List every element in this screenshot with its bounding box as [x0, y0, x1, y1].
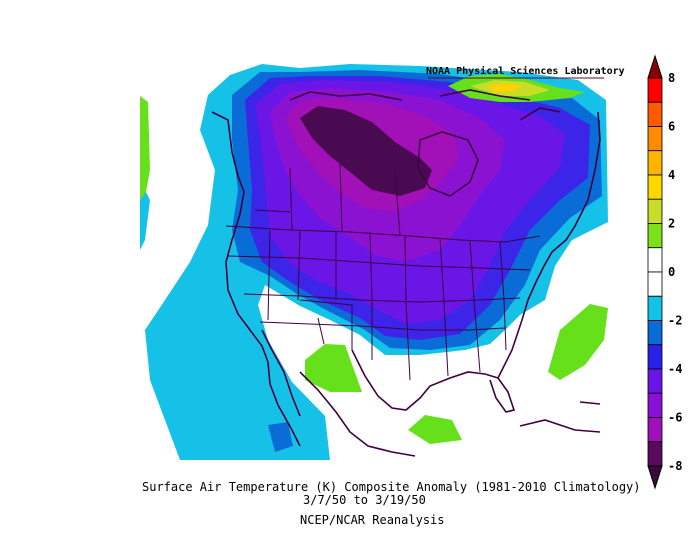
colorbar-bin: [647, 174, 663, 200]
colorbar-bin: [647, 417, 663, 443]
contour-pos-mexico: [305, 344, 362, 392]
colorbar-bin: [647, 368, 663, 394]
colorbar-tick-label: 4: [668, 168, 675, 182]
colorbar-bin: [647, 198, 663, 224]
political-borders: [225, 163, 541, 381]
coastlines: [211, 89, 601, 457]
colorbar-bin: [647, 77, 663, 103]
colorbar-bin: [647, 392, 663, 418]
colorbar-tick-label: 8: [668, 71, 675, 85]
colorbar-tick-label: 2: [668, 217, 675, 231]
colorbar-max-arrow: [647, 54, 663, 79]
contour-neg1-west: [140, 180, 150, 250]
colorbar-tick-label: 6: [668, 120, 675, 134]
date-range: 3/7/50 to 3/19/50: [303, 493, 426, 507]
data-source: NCEP/NCAR Reanalysis: [300, 513, 445, 527]
colorbar-tick-label: -4: [668, 362, 682, 376]
contour-pos-atlantic: [548, 304, 608, 380]
colorbar-tick-label: -2: [668, 314, 682, 328]
contour-pos-gulf: [408, 415, 462, 444]
colorbar-tick-label: 0: [668, 265, 675, 279]
colorbar-bin: [647, 126, 663, 152]
colorbar-bin: [647, 441, 663, 467]
colorbar-bin: [647, 320, 663, 346]
contour-neg8-region: [300, 106, 432, 196]
colorbar-bin: [647, 247, 663, 273]
contour-pos-greenland-orange: [488, 83, 522, 92]
colorbar-tick-label: -6: [668, 411, 682, 425]
colorbar-bin: [647, 150, 663, 176]
colorbar-bin: [647, 295, 663, 321]
colorbar-bin: [647, 223, 663, 249]
colorbar-bin: [647, 344, 663, 370]
colorbar-bin: [647, 271, 663, 297]
map-title: Surface Air Temperature (K) Composite An…: [142, 480, 641, 494]
colorbar-bin: [647, 101, 663, 127]
contour-neg3-pacific: [268, 422, 293, 452]
credit-label: NOAA Physical Sciences Laboratory: [426, 66, 625, 77]
contour-pos-pacific: [140, 96, 150, 200]
colorbar: 8 6 4 2 0 -2 -4 -6 -8: [647, 54, 682, 490]
colorbar-tick-label: -8: [668, 459, 682, 473]
colorbar-min-arrow: [647, 465, 663, 490]
